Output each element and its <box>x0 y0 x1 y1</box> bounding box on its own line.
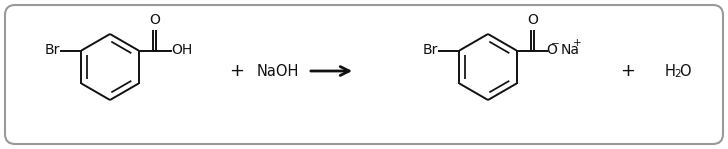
Text: OH: OH <box>172 44 193 58</box>
Text: NaOH: NaOH <box>257 63 299 79</box>
Text: +: + <box>229 62 245 80</box>
Text: H: H <box>665 63 676 79</box>
Text: Br: Br <box>45 44 60 58</box>
Text: O: O <box>527 14 538 28</box>
Text: +: + <box>620 62 636 80</box>
Text: Br: Br <box>423 44 438 58</box>
FancyBboxPatch shape <box>5 5 723 144</box>
Text: O: O <box>679 63 691 79</box>
Text: O: O <box>547 44 558 58</box>
Text: −: − <box>551 38 560 49</box>
Text: +: + <box>573 38 582 49</box>
Text: O: O <box>149 14 160 28</box>
Text: 2: 2 <box>674 69 681 79</box>
Text: Na: Na <box>561 44 579 58</box>
